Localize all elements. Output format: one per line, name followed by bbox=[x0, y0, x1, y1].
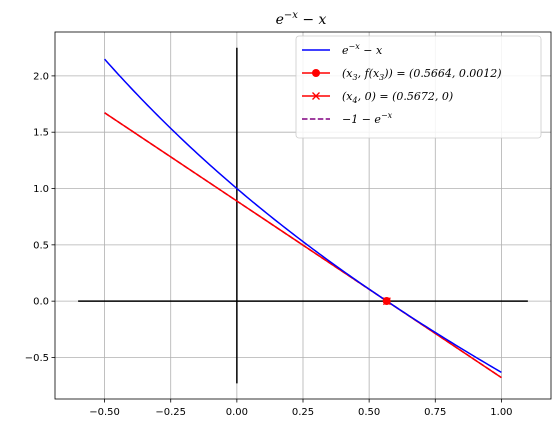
legend-label: (x4, 0) = (0.5672, 0) bbox=[342, 90, 453, 105]
plot-area bbox=[78, 47, 528, 384]
legend-item: −1 − e−x bbox=[302, 111, 393, 126]
y-tick-label: 1.5 bbox=[33, 128, 49, 139]
legend-item: e−x − x bbox=[302, 42, 383, 57]
y-tick-label: 1.0 bbox=[33, 184, 49, 195]
legend-box bbox=[295, 35, 542, 139]
x-tick-label: 0.50 bbox=[358, 407, 380, 418]
x-tick-label: −0.50 bbox=[89, 407, 120, 418]
y-tick-label: 0.5 bbox=[33, 240, 49, 251]
x-tick-label: 1.00 bbox=[490, 407, 512, 418]
series-function-curve bbox=[104, 58, 502, 374]
legend-item: (x4, 0) = (0.5672, 0) bbox=[302, 90, 453, 105]
chart-title: e−x − x bbox=[276, 10, 327, 28]
x-tick-label: 0.00 bbox=[226, 407, 248, 418]
legend-label: (x3, f(x3)) = (0.5664, 0.0012) bbox=[342, 67, 502, 82]
x-tick-label: 0.75 bbox=[424, 407, 446, 418]
legend-marker-circle bbox=[312, 69, 320, 77]
x-tick-label: −0.25 bbox=[155, 407, 186, 418]
legend-marker-x bbox=[312, 92, 320, 100]
y-tick-label: 2.0 bbox=[33, 71, 49, 82]
y-tick-label: 0.0 bbox=[33, 297, 49, 308]
point-x4-marker bbox=[382, 297, 391, 306]
legend: e−x − x (x3, f(x3)) = (0.5664, 0.0012) (x4… bbox=[295, 35, 542, 139]
legend-item: (x3, f(x3)) = (0.5664, 0.0012) bbox=[302, 67, 502, 82]
ticks: −0.50 −0.25 0.00 0.25 0.50 0.75 1.00 −0.5 0.0 0.5… bbox=[25, 71, 513, 418]
y-tick-label: −0.5 bbox=[25, 353, 49, 364]
series-tangent-line bbox=[104, 112, 502, 379]
x-tick-label: 0.25 bbox=[292, 407, 314, 418]
legend-label: −1 − e−x bbox=[342, 111, 393, 126]
legend-label: e−x − x bbox=[342, 42, 383, 57]
